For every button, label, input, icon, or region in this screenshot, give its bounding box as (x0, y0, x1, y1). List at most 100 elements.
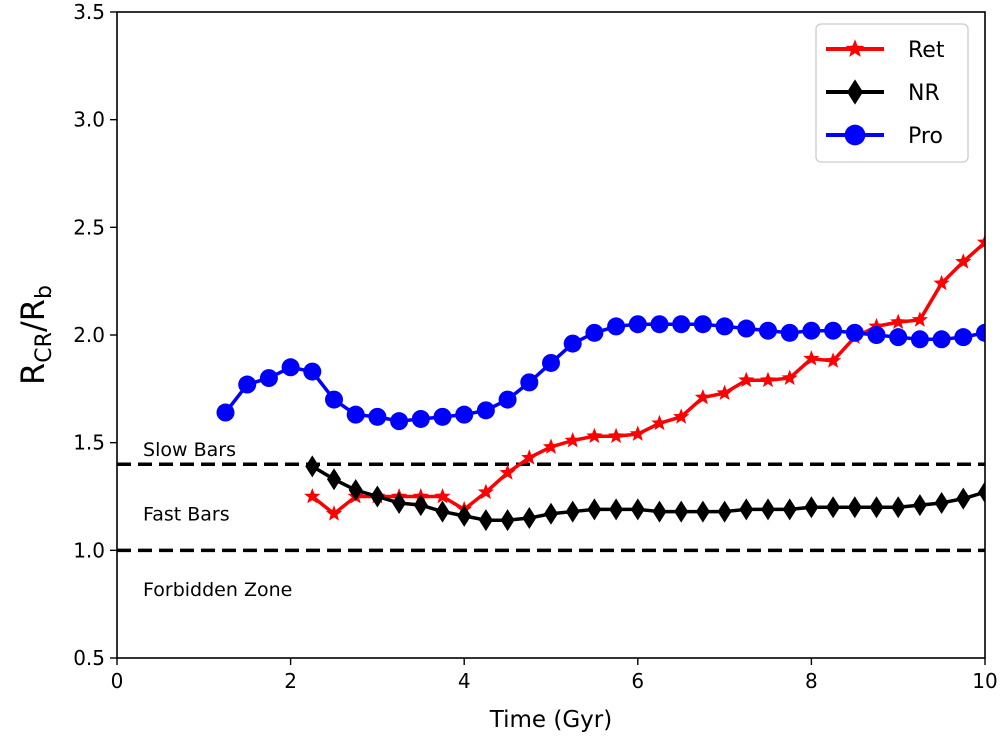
data-point-ret (890, 313, 907, 329)
data-point-ret (738, 371, 755, 388)
data-point-pro (390, 412, 409, 431)
data-point-nr (956, 487, 971, 510)
series-nr (305, 455, 985, 532)
data-point-nr (565, 500, 580, 523)
data-point-nr (478, 509, 493, 532)
data-point-ret (325, 505, 343, 521)
data-point-pro (411, 409, 430, 428)
x-axis: 0 2 4 6 8 10 (111, 658, 998, 693)
annotation-label: Forbidden Zone (143, 579, 292, 601)
legend-item-pro: Pro (826, 124, 943, 149)
data-point-nr (761, 498, 775, 521)
x-tick-label: 6 (631, 669, 644, 693)
data-point-pro (867, 326, 886, 344)
data-point-nr (587, 498, 602, 521)
data-point-nr (327, 468, 341, 491)
y-tick-label: 1.5 (73, 431, 105, 455)
data-point-ret (759, 371, 777, 388)
data-point-ret (716, 384, 733, 401)
data-point-ret (911, 311, 928, 327)
data-point-pro (433, 407, 452, 426)
data-point-pro (303, 362, 322, 381)
data-point-nr (457, 504, 472, 527)
data-point-nr (305, 455, 320, 478)
data-point-ret (586, 427, 603, 444)
data-point-nr (370, 485, 385, 508)
data-point-nr (522, 507, 537, 530)
x-tick-label: 10 (972, 669, 997, 693)
data-point-nr (630, 498, 645, 521)
data-point-pro (281, 358, 300, 377)
data-point-nr (500, 509, 515, 532)
legend-swatch-marker (845, 39, 865, 57)
legend: Ret NR Pro (815, 23, 969, 163)
data-point-pro (238, 375, 257, 394)
legend-item-nr: NR (826, 79, 940, 106)
data-point-ret (976, 233, 985, 250)
data-point-ret (868, 317, 885, 334)
data-point-nr (978, 481, 985, 504)
data-point-nr (435, 500, 450, 523)
y-tick-label: 2.5 (73, 215, 105, 239)
data-point-ret (477, 483, 494, 500)
data-point-pro (954, 328, 973, 347)
data-point-ret (803, 350, 820, 366)
y-tick-label: 3.0 (73, 108, 105, 132)
data-point-ret (499, 464, 516, 480)
svg-text:RCR/Rb: RCR/Rb (14, 285, 57, 385)
data-point-ret (542, 438, 560, 454)
y-tick-label: 1.0 (73, 538, 105, 562)
data-point-ret (434, 488, 451, 504)
reference-lines (117, 462, 985, 553)
data-point-pro (607, 317, 626, 336)
y-tick-label: 0.5 (73, 646, 105, 670)
x-tick-label: 4 (458, 669, 471, 693)
data-point-pro (715, 317, 734, 336)
x-axis-label: Time (Gyr) (489, 707, 612, 733)
data-point-nr (717, 500, 732, 523)
y-axis-label-sub2: b (32, 285, 57, 299)
x-tick-label: 2 (284, 669, 297, 693)
y-axis: 0.5 1.0 1.5 2.0 2.5 3.0 3.5 (73, 0, 117, 670)
legend-label: Ret (908, 38, 945, 63)
y-axis-label-slash: /R (14, 299, 52, 332)
data-point-pro (520, 373, 539, 392)
data-point-pro (910, 330, 929, 349)
data-point-nr (891, 496, 906, 519)
data-point-pro (542, 353, 560, 372)
data-point-nr (826, 496, 841, 519)
data-point-pro (802, 321, 821, 340)
annotation-label: Fast Bars (143, 504, 230, 526)
data-point-ret (933, 274, 950, 291)
data-point-pro (325, 390, 343, 409)
y-axis-label-main: R (14, 363, 52, 385)
legend-label: NR (908, 81, 940, 106)
series-pro (216, 315, 985, 431)
legend-label: Pro (908, 124, 943, 149)
data-point-pro (498, 390, 517, 409)
x-tick-label: 0 (111, 669, 124, 693)
data-point-nr (934, 491, 949, 514)
data-point-nr (544, 502, 558, 525)
data-point-nr (782, 498, 797, 521)
data-point-ret (694, 388, 711, 405)
data-point-ret (673, 408, 690, 424)
data-point-pro (780, 323, 799, 342)
data-point-ret (521, 449, 538, 465)
data-point-pro (932, 330, 951, 349)
data-point-pro (759, 321, 777, 340)
data-point-pro (672, 315, 691, 334)
annotations: Slow Bars Fast Bars Forbidden Zone (143, 439, 292, 601)
data-point-pro (368, 407, 387, 426)
data-point-pro (628, 315, 647, 334)
data-point-nr (609, 498, 624, 521)
data-point-nr (652, 500, 667, 523)
y-axis-label: RCR/Rb (14, 285, 57, 385)
data-point-nr (392, 491, 407, 514)
data-point-pro (889, 328, 908, 347)
annotation-label: Slow Bars (143, 439, 236, 461)
data-point-pro (737, 319, 756, 338)
data-point-ret (781, 369, 798, 385)
data-point-pro (455, 405, 474, 424)
